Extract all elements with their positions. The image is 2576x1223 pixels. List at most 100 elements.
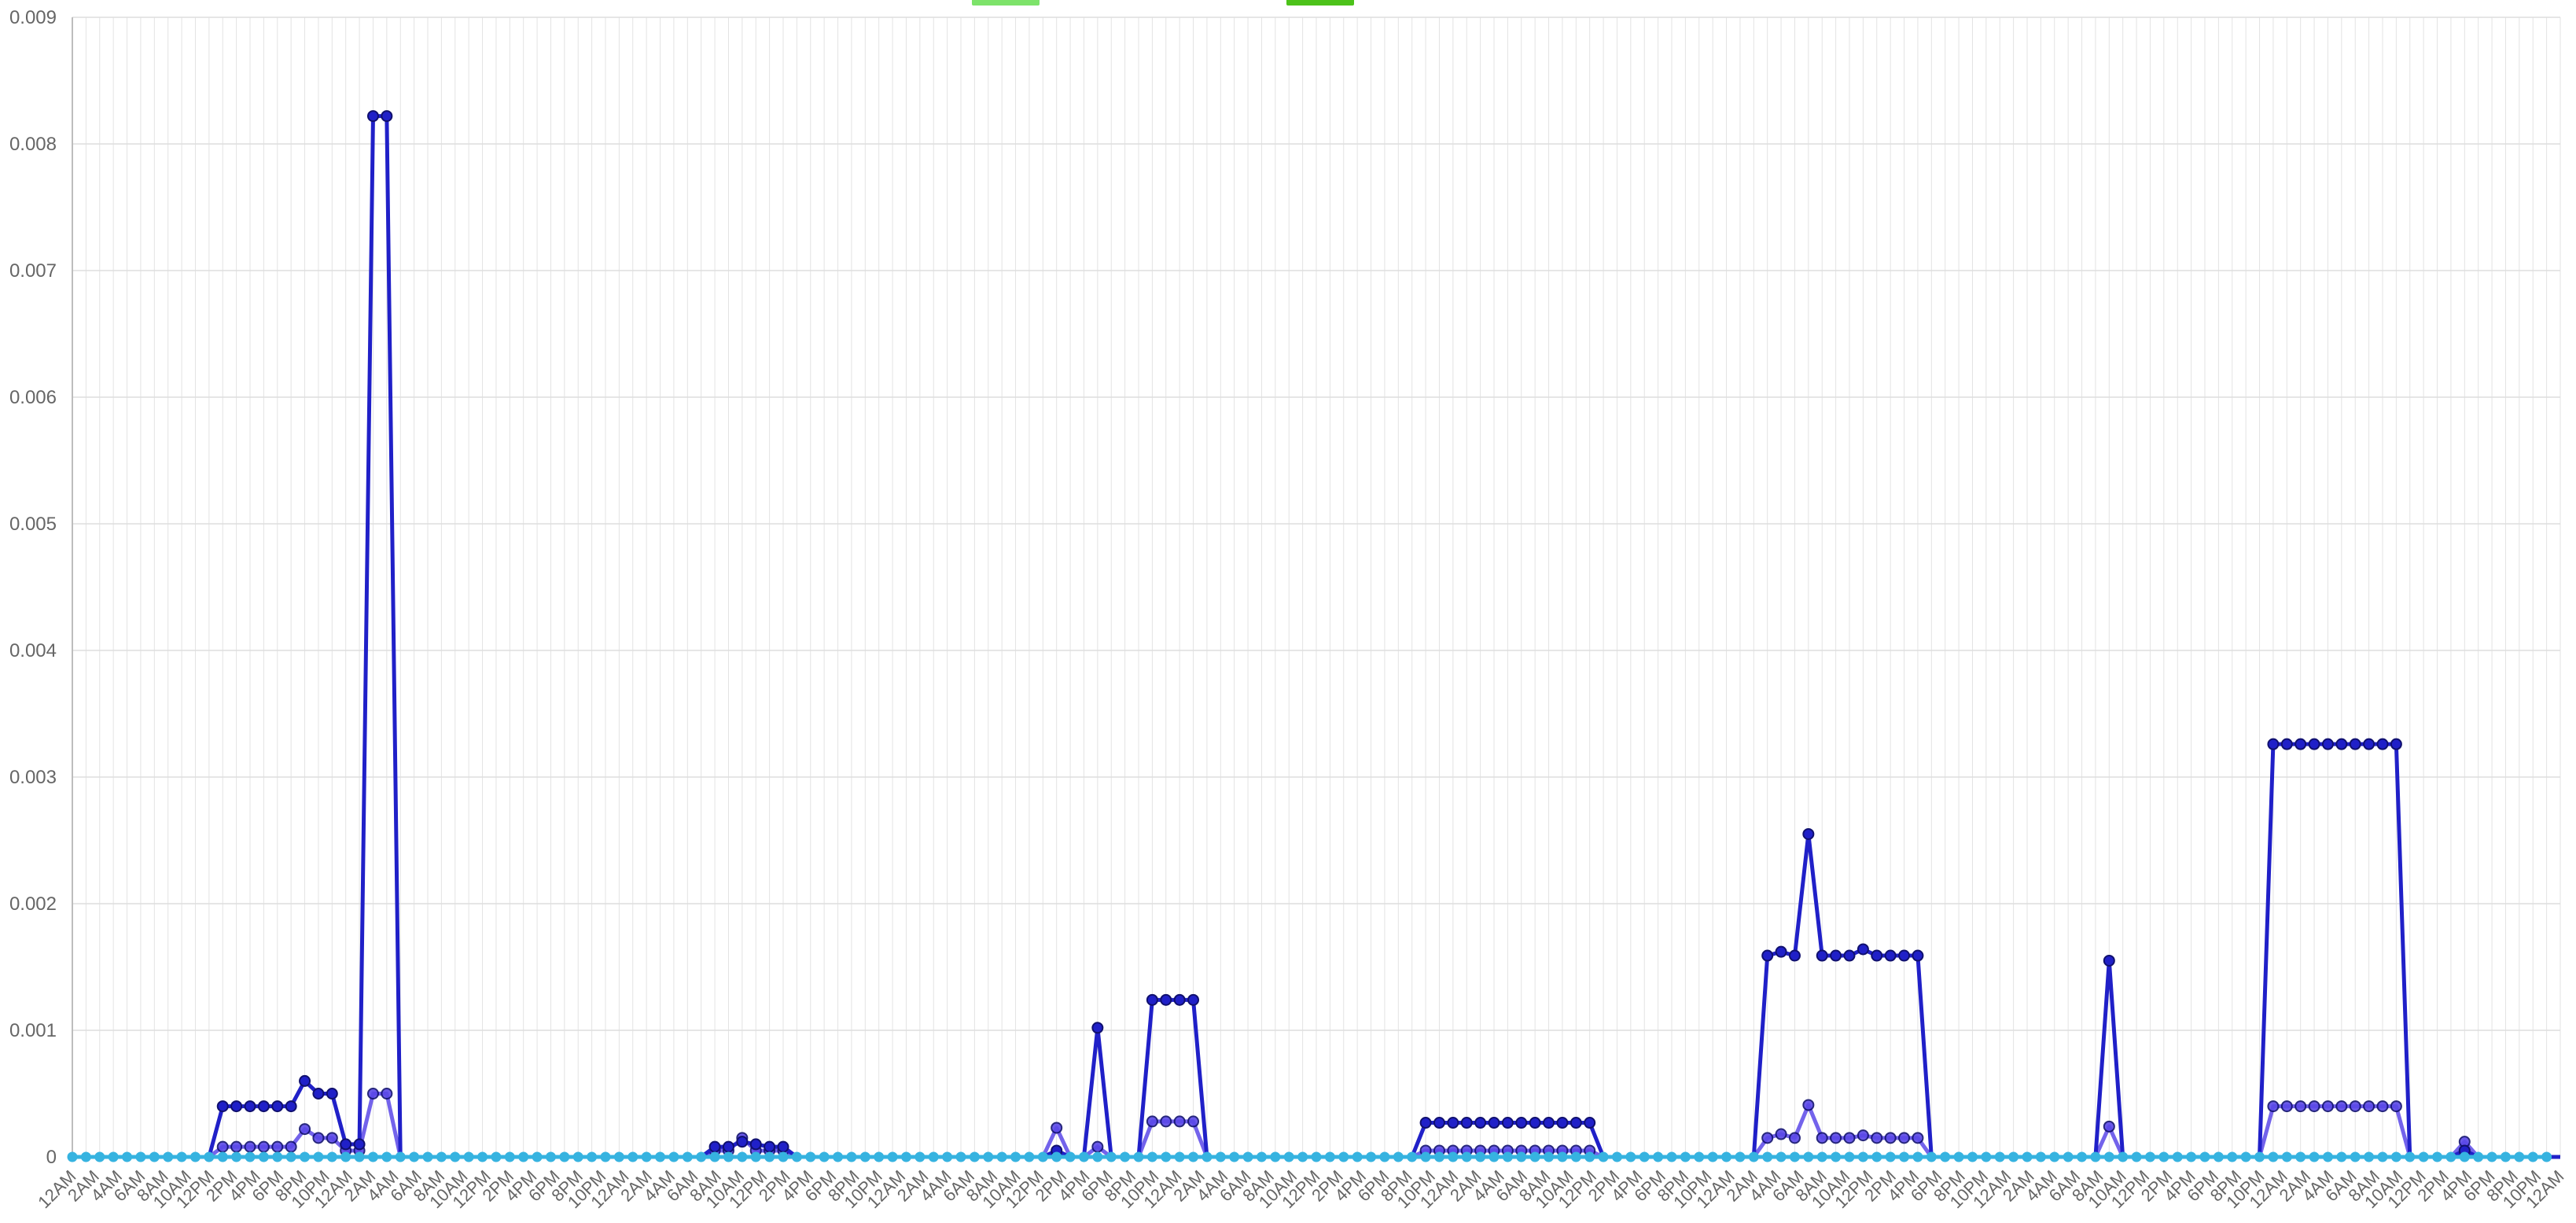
data-point — [326, 1151, 337, 1162]
data-point — [1544, 1151, 1555, 1162]
data-point — [1433, 1151, 1444, 1162]
data-point — [1366, 1151, 1377, 1162]
data-point — [1871, 1132, 1883, 1144]
data-point — [655, 1151, 666, 1162]
data-point — [244, 1100, 256, 1113]
data-point — [1598, 1151, 1609, 1162]
data-point — [2308, 738, 2320, 750]
data-point — [1037, 1151, 1048, 1162]
data-point — [1898, 1132, 1911, 1144]
data-point — [1912, 1132, 1924, 1144]
data-point — [1160, 1115, 1172, 1128]
data-point — [1502, 1151, 1513, 1162]
data-point — [819, 1151, 830, 1162]
data-point — [94, 1151, 105, 1162]
data-point — [1187, 993, 1200, 1006]
data-point — [1146, 993, 1158, 1006]
data-point — [1242, 1151, 1253, 1162]
data-point — [1994, 1151, 2005, 1162]
data-point — [887, 1151, 898, 1162]
data-point — [750, 1151, 761, 1162]
data-point — [1831, 1151, 1842, 1162]
data-point — [2103, 954, 2115, 967]
series-3 — [67, 1151, 2552, 1162]
data-point — [381, 110, 393, 123]
data-point — [366, 110, 379, 123]
data-point — [1297, 1151, 1308, 1162]
data-point — [2035, 1151, 2046, 1162]
data-point — [1078, 1151, 1089, 1162]
data-point — [532, 1151, 543, 1162]
data-point — [1092, 1151, 1103, 1162]
data-point — [1010, 1151, 1021, 1162]
data-point — [2486, 1151, 2497, 1162]
data-point — [149, 1151, 160, 1162]
y-tick-label: 0.001 — [9, 1020, 57, 1041]
data-point — [1625, 1151, 1636, 1162]
data-point — [1461, 1151, 1472, 1162]
data-point — [791, 1151, 802, 1162]
data-point — [723, 1151, 734, 1162]
data-point — [2363, 738, 2375, 750]
data-point — [1188, 1151, 1199, 1162]
data-point — [928, 1151, 939, 1162]
data-point — [2281, 1151, 2292, 1162]
data-point — [1051, 1151, 1062, 1162]
data-point — [504, 1151, 515, 1162]
data-point — [313, 1151, 324, 1162]
data-point — [2090, 1151, 2101, 1162]
data-point — [983, 1151, 994, 1162]
data-point — [696, 1151, 707, 1162]
data-point — [258, 1151, 269, 1162]
data-point — [2335, 738, 2348, 750]
data-point — [1940, 1151, 1951, 1162]
data-point — [257, 1100, 270, 1113]
data-point — [778, 1151, 789, 1162]
data-point — [271, 1100, 284, 1113]
data-point — [2309, 1151, 2320, 1162]
data-point — [708, 1140, 721, 1153]
data-point — [1187, 1115, 1200, 1128]
data-point — [2350, 1151, 2361, 1162]
data-point — [1761, 949, 1774, 962]
data-point — [163, 1151, 174, 1162]
data-point — [257, 1140, 270, 1153]
data-point — [1884, 949, 1897, 962]
data-point — [2295, 1151, 2306, 1162]
data-point — [833, 1151, 844, 1162]
data-point — [1666, 1151, 1677, 1162]
data-point — [1844, 1151, 1855, 1162]
data-point — [1735, 1151, 1746, 1162]
data-point — [409, 1151, 420, 1162]
legend-swatch-series-2[interactable] — [1286, 0, 1354, 6]
data-point — [1802, 827, 1815, 840]
data-point — [1748, 1151, 1759, 1162]
data-point — [682, 1151, 693, 1162]
data-point — [1024, 1151, 1035, 1162]
data-point — [1694, 1151, 1705, 1162]
data-point — [2376, 1100, 2389, 1113]
legend-swatch-series-1[interactable] — [972, 0, 1040, 6]
data-point — [367, 1151, 378, 1162]
data-point — [1091, 1140, 1104, 1153]
data-point — [846, 1151, 857, 1162]
data-point — [1721, 1151, 1732, 1162]
data-point — [1953, 1151, 1964, 1162]
data-point — [2213, 1151, 2224, 1162]
data-point — [1680, 1151, 1691, 1162]
data-point — [1543, 1117, 1555, 1129]
y-tick-label: 0.007 — [9, 260, 57, 282]
data-point — [216, 1100, 229, 1113]
data-point — [1816, 949, 1828, 962]
data-point — [2294, 738, 2307, 750]
data-point — [1160, 993, 1172, 1006]
data-point — [230, 1100, 243, 1113]
data-point — [777, 1140, 789, 1153]
data-point — [1270, 1151, 1281, 1162]
data-point — [2363, 1100, 2375, 1113]
data-point — [326, 1132, 338, 1144]
data-point — [176, 1151, 187, 1162]
data-point — [312, 1132, 325, 1144]
data-point — [204, 1151, 215, 1162]
